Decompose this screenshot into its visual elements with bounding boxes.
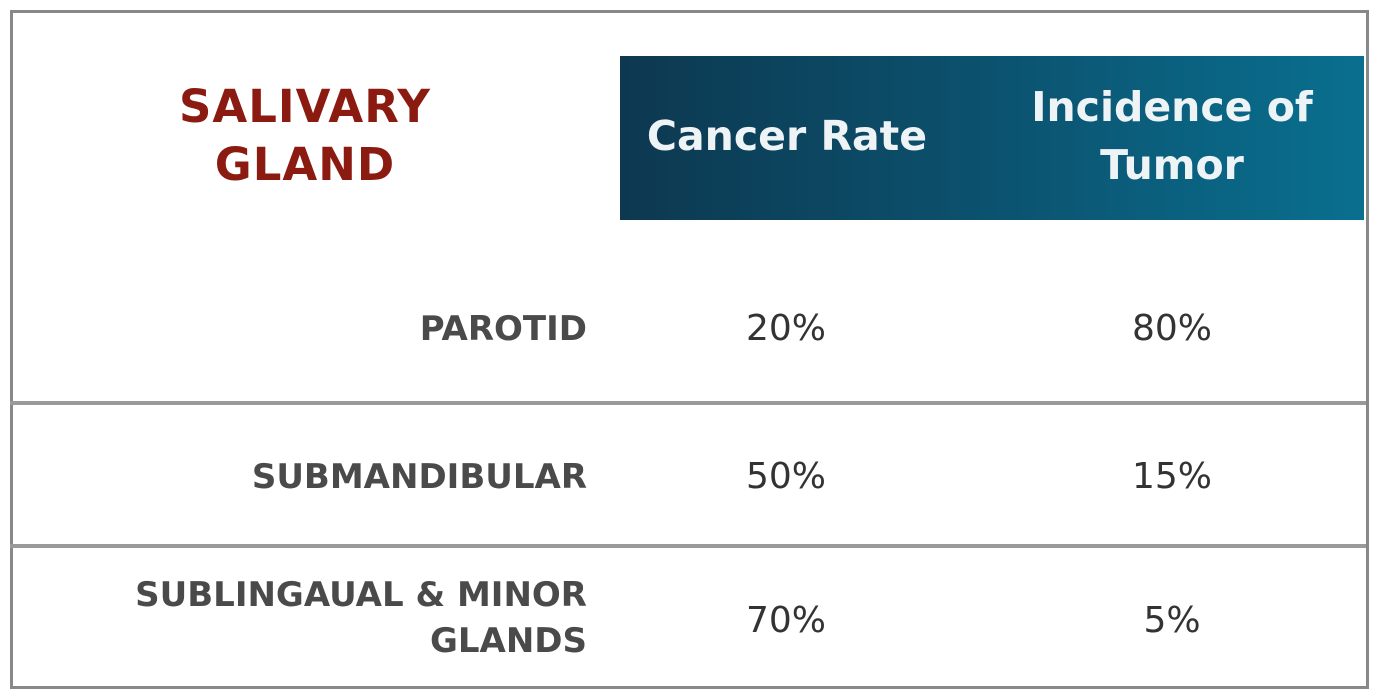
incidence-label-line-2: Tumor	[1100, 141, 1244, 189]
title-line-1: SALIVARY	[178, 80, 432, 133]
cancer-rate-label: Cancer Rate	[646, 112, 928, 160]
title-line-2: GLAND	[214, 138, 396, 191]
row-submandibular-incidence: 15%	[1131, 456, 1212, 497]
incidence-label-line-1: Incidence of	[1031, 83, 1313, 131]
gland-label: PAROTID	[419, 309, 587, 349]
row-parotid-gland: PAROTID	[67, 306, 587, 352]
gland-label-line-1: SUBLINGAUAL & MINOR	[135, 575, 587, 615]
row-divider	[10, 401, 1366, 405]
gland-label-line-2: GLANDS	[429, 621, 587, 661]
column-header-band	[620, 56, 1364, 220]
row-submandibular-cancer-rate: 50%	[745, 456, 826, 497]
column-header-cancer-rate: Cancer Rate	[620, 107, 954, 165]
row-parotid-cancer-rate: 20%	[745, 308, 826, 349]
column-header-incidence: Incidence of Tumor	[980, 78, 1364, 194]
row-sublingual-gland: SUBLINGAUAL & MINOR GLANDS	[67, 572, 587, 664]
row-divider	[10, 544, 1366, 548]
gland-label: SUBMANDIBULAR	[251, 457, 587, 497]
table-title: SALIVARY GLAND	[140, 78, 470, 194]
row-submandibular-gland: SUBMANDIBULAR	[67, 454, 587, 500]
row-parotid-incidence: 80%	[1131, 308, 1212, 349]
row-sublingual-cancer-rate: 70%	[745, 600, 826, 641]
row-sublingual-incidence: 5%	[1143, 600, 1201, 641]
